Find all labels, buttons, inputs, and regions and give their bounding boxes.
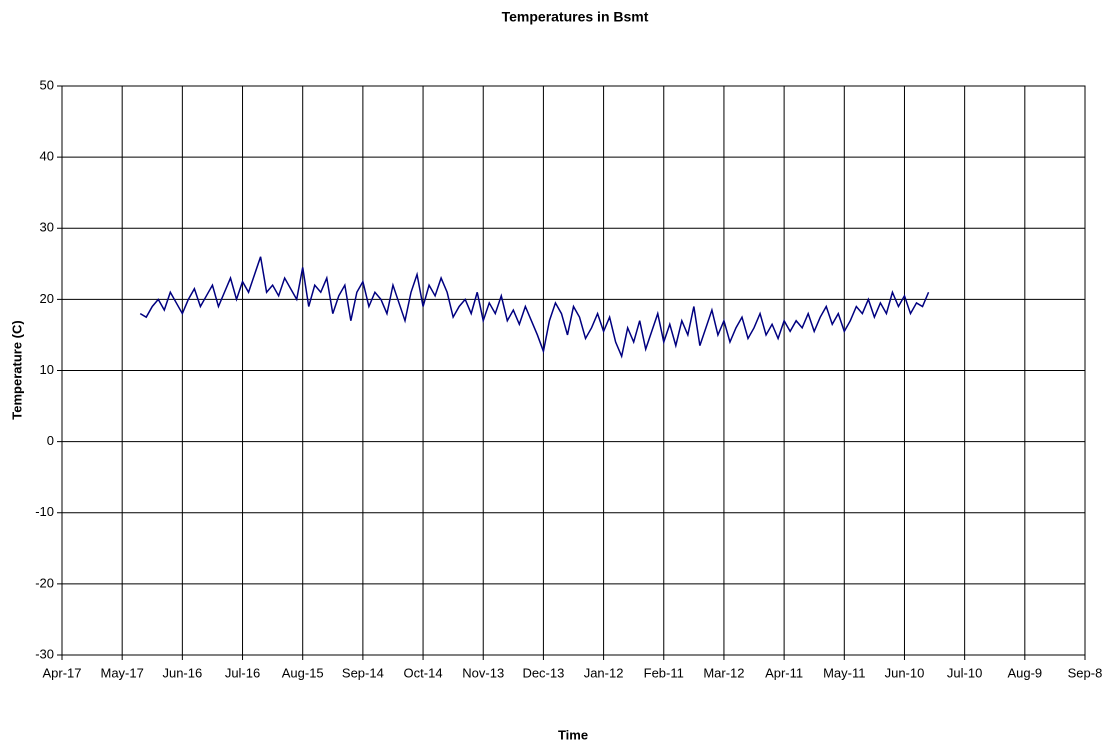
x-tick-label: May-11 bbox=[823, 665, 865, 680]
x-tick-label: Sep-8 bbox=[1068, 665, 1103, 680]
x-axis-title: Time bbox=[558, 727, 588, 742]
x-tick-label: Oct-14 bbox=[404, 665, 443, 680]
x-tick-label: Dec-13 bbox=[522, 665, 564, 680]
x-tick-label: Aug-9 bbox=[1007, 665, 1042, 680]
x-tick-label: Apr-17 bbox=[42, 665, 81, 680]
y-tick-label: 0 bbox=[47, 433, 54, 448]
y-tick-label: -10 bbox=[35, 504, 54, 519]
x-tick-label: Jun-10 bbox=[885, 665, 925, 680]
x-tick-label: Jan-12 bbox=[584, 665, 624, 680]
x-tick-label: Apr-11 bbox=[765, 665, 803, 680]
x-tick-label: Sep-14 bbox=[342, 665, 384, 680]
y-tick-label: 20 bbox=[40, 291, 54, 306]
x-tick-label: Jul-10 bbox=[947, 665, 982, 680]
y-tick-label: 30 bbox=[40, 220, 54, 235]
y-tick-label: -30 bbox=[35, 646, 54, 661]
y-axis-title: Temperature (C) bbox=[9, 320, 24, 419]
y-tick-label: 50 bbox=[40, 77, 54, 92]
y-tick-label: -20 bbox=[35, 575, 54, 590]
x-tick-label: Feb-11 bbox=[644, 665, 684, 680]
chart-title: Temperatures in Bsmt bbox=[502, 9, 649, 25]
y-tick-label: 10 bbox=[40, 362, 54, 377]
x-tick-label: Jun-16 bbox=[162, 665, 202, 680]
x-tick-label: Aug-15 bbox=[282, 665, 324, 680]
y-tick-label: 40 bbox=[40, 149, 54, 164]
x-tick-label: May-17 bbox=[100, 665, 143, 680]
data-line bbox=[139, 256, 930, 359]
x-tick-label: Nov-13 bbox=[462, 665, 504, 680]
x-tick-label: Jul-16 bbox=[225, 665, 260, 680]
plot-area bbox=[61, 85, 1086, 656]
x-tick-label: Mar-12 bbox=[703, 665, 744, 680]
